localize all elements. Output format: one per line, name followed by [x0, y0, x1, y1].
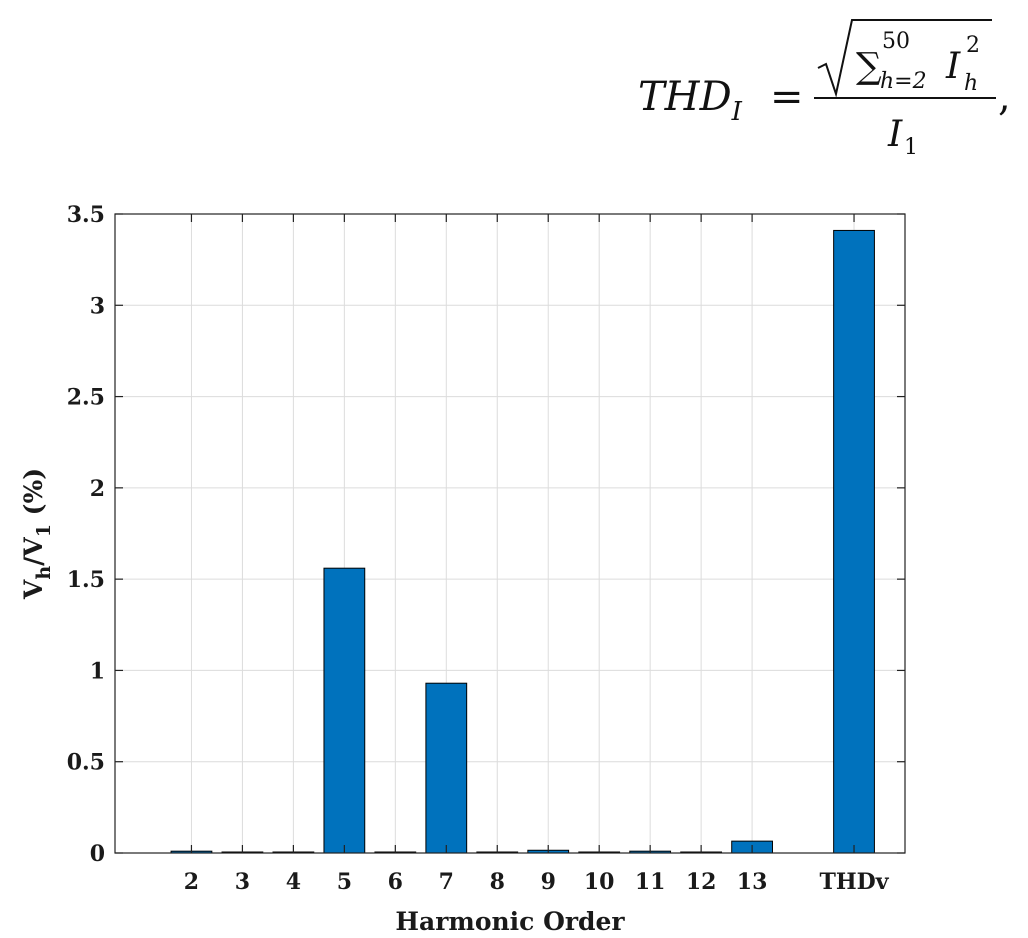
x-tick-label: 11 [635, 869, 666, 895]
x-tick-label: 4 [286, 869, 301, 895]
formula-num-var: I [945, 46, 961, 87]
formula-sum-lower: h=2 [880, 69, 927, 94]
x-tick-label: 2 [184, 869, 199, 895]
x-tick-label: 13 [737, 869, 768, 895]
x-tick-label: 12 [686, 869, 717, 895]
formula-den-var: I [887, 114, 903, 155]
bars [170, 229, 875, 854]
formula-den-sub: 1 [904, 135, 918, 158]
x-tick-label: THDv [820, 869, 890, 895]
grid-lines [115, 214, 905, 853]
formula-sum-upper: 50 [882, 29, 910, 54]
bar-5 [323, 567, 366, 854]
x-tick-label: 10 [584, 869, 615, 895]
formula-equals: = [770, 74, 804, 120]
x-tick-label: 3 [235, 869, 250, 895]
x-tick-label: 7 [439, 869, 454, 895]
y-tick-label: 1.5 [67, 567, 105, 593]
bar-thdv [833, 229, 875, 854]
y-tick-label: 3 [90, 293, 105, 319]
formula-num-sup: 2 [966, 33, 980, 58]
y-axis-title: Vh/V1 (%) [19, 468, 55, 600]
y-tick-label: 3.5 [67, 202, 105, 228]
x-tick-label: 8 [490, 869, 505, 895]
y-tick-label: 2 [90, 476, 105, 502]
formula-radical [817, 19, 992, 98]
formula-lhs: THDI [638, 74, 743, 127]
x-tick-label: 6 [388, 869, 403, 895]
x-axis-title: Harmonic Order [395, 907, 625, 936]
y-tick-labels: 0 0.5 1 1.5 2 2.5 3 3.5 [67, 202, 105, 867]
y-tick-label: 0 [90, 841, 105, 867]
formula-sum-symbol: ∑ [856, 46, 882, 87]
x-tick-label: 5 [337, 869, 352, 895]
formula-num-sub: h [964, 71, 978, 96]
y-tick-label: 2.5 [67, 385, 105, 411]
x-tick-labels: 2 3 4 5 6 7 8 9 10 11 12 13 THDv [184, 869, 890, 895]
bar-7 [425, 682, 468, 854]
axes-frame [114, 213, 906, 854]
formula-trailing-comma: , [998, 74, 1011, 120]
thd-formula: THDI = ∑ 50 h=2 I 2 h I 1 , [638, 19, 1011, 158]
y-tick-label: 0.5 [67, 750, 105, 776]
x-tick-label: 9 [541, 869, 556, 895]
ticks [115, 213, 905, 854]
y-tick-label: 1 [90, 658, 105, 684]
